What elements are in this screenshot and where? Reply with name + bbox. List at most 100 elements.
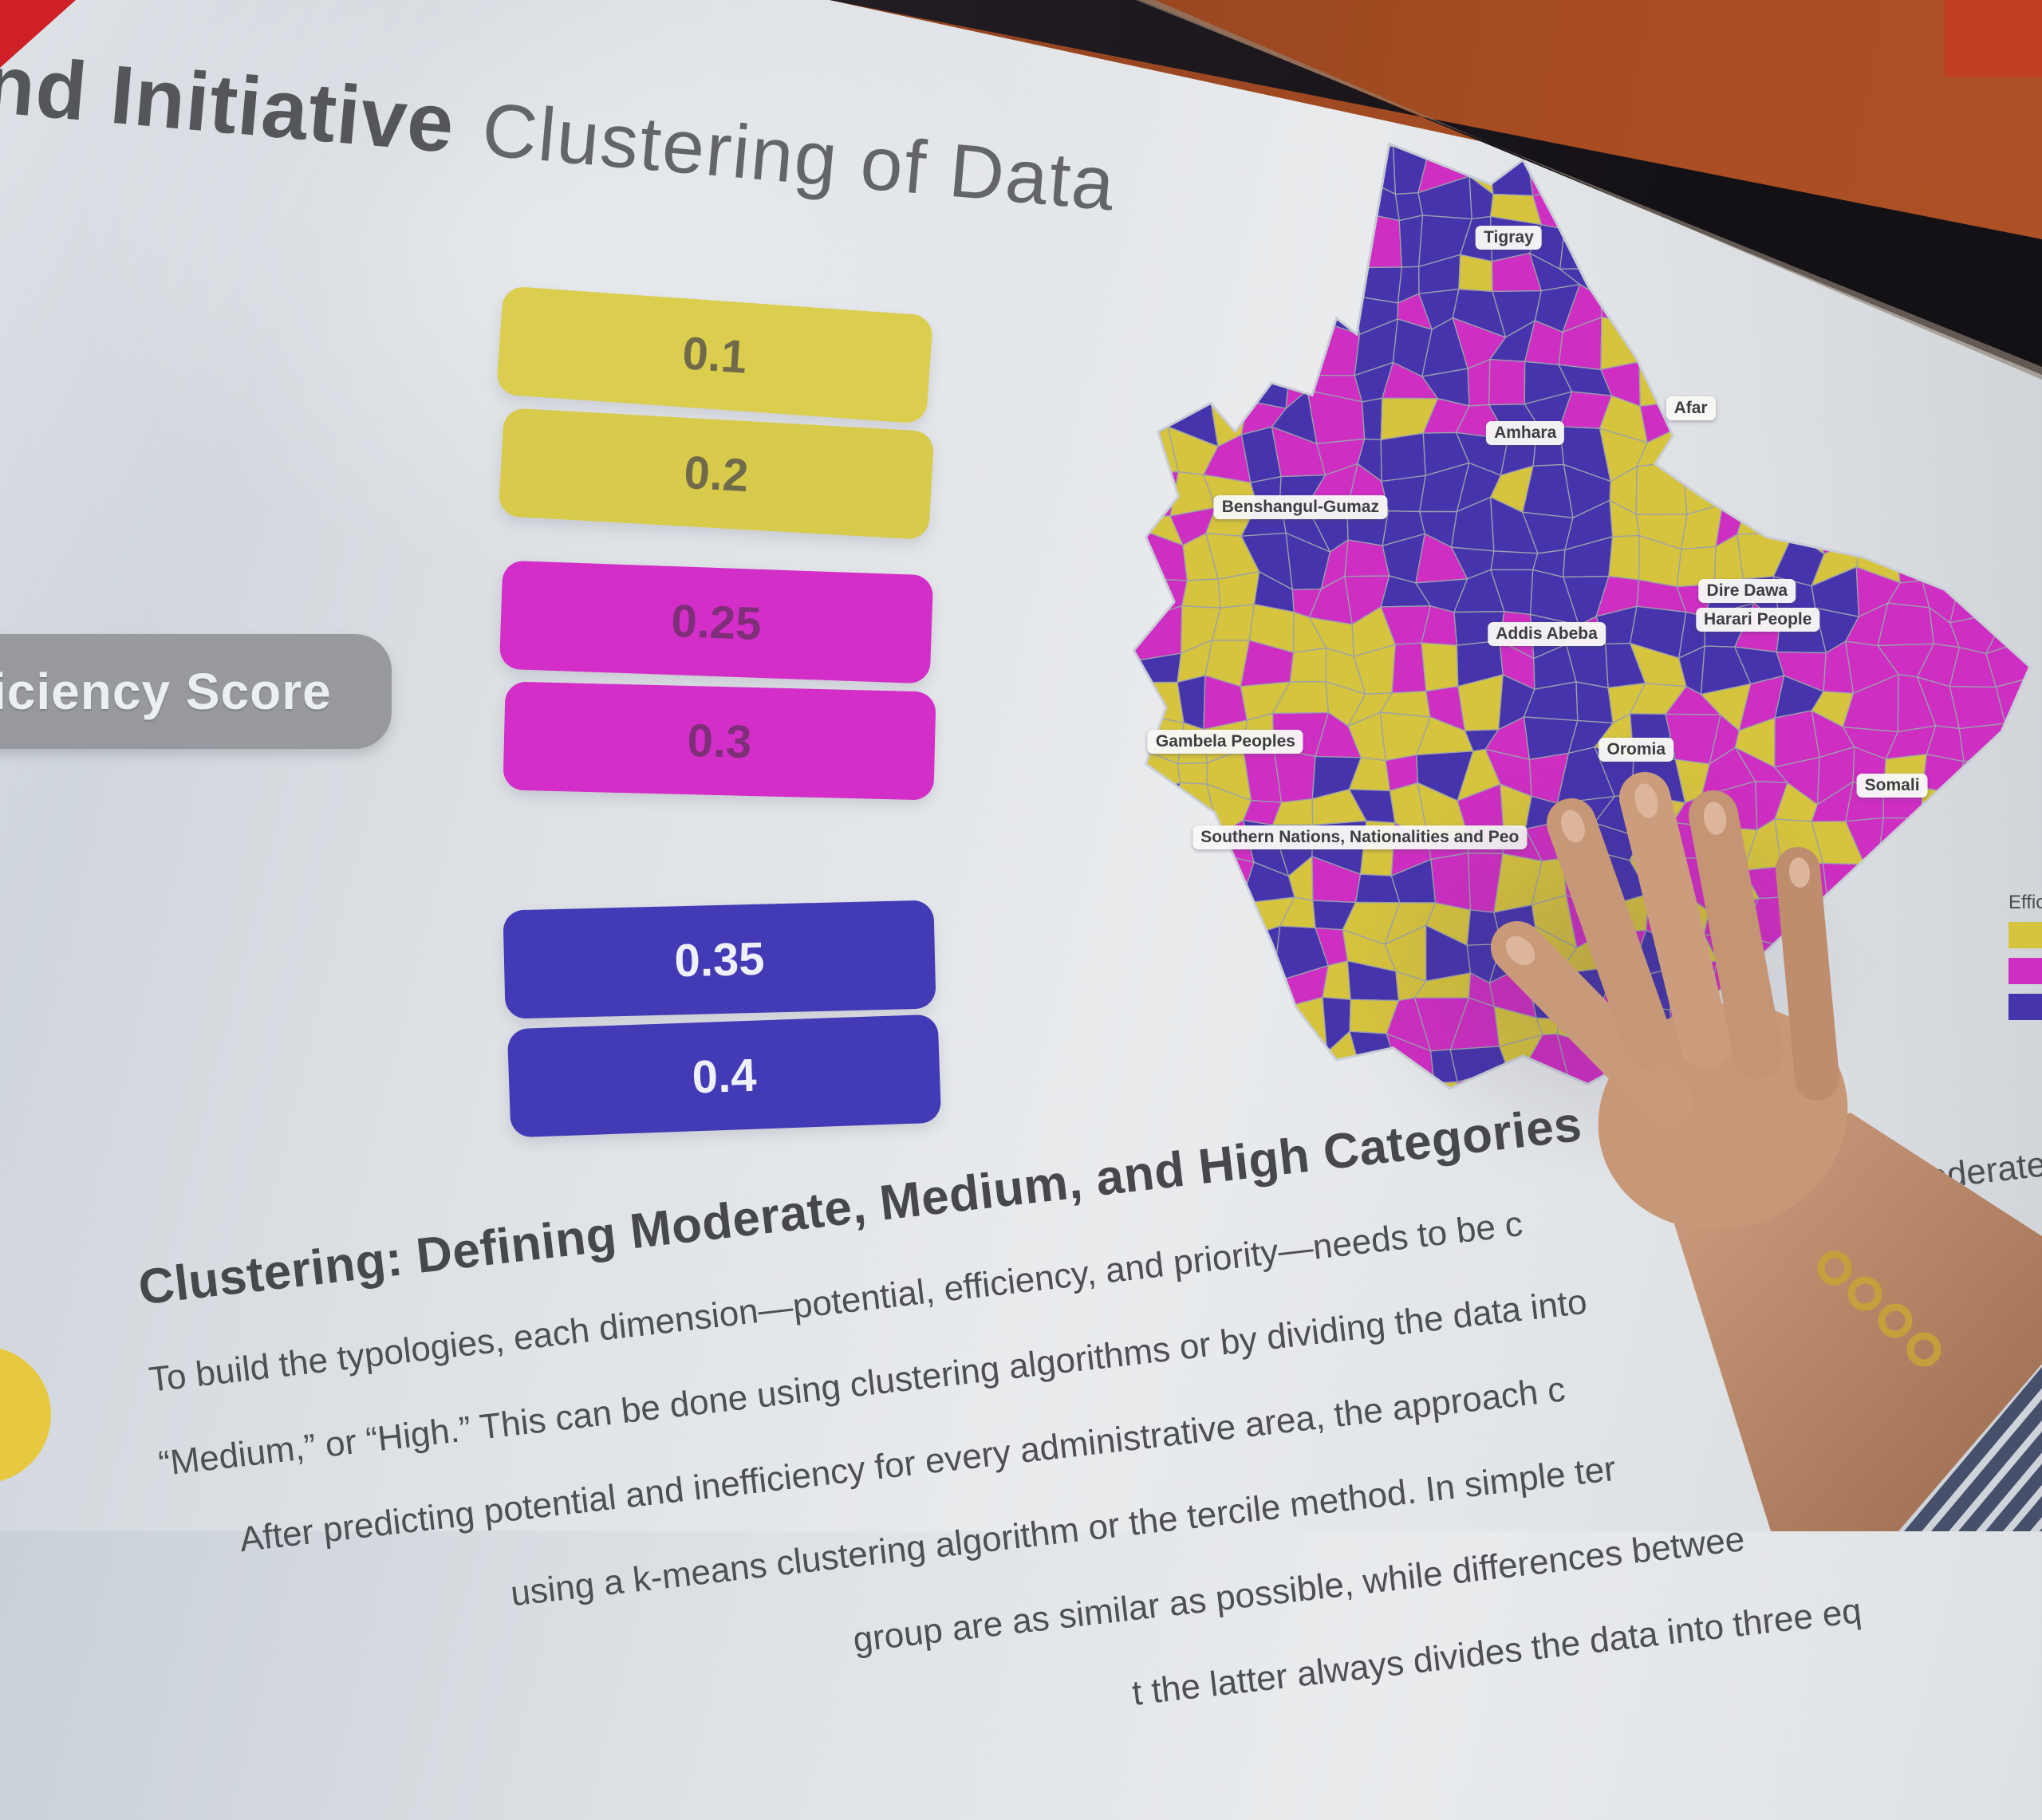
map-cell	[1666, 317, 1724, 370]
map-cell	[1391, 642, 1427, 694]
map-cell	[1806, 495, 1864, 555]
legend-bar-0.35: 0.35	[503, 900, 936, 1019]
map-cell	[1171, 299, 1218, 341]
map-cell	[1608, 534, 1640, 581]
map-cell	[1280, 1042, 1328, 1089]
map-cell	[1736, 325, 1780, 378]
map-label-benshangul-gumaz: Benshangul-Gumaz	[1213, 494, 1387, 519]
map-cell	[1736, 302, 1790, 338]
map-cell	[1676, 357, 1724, 402]
map-cell	[1630, 258, 1677, 301]
map-cell	[1248, 1042, 1288, 1089]
map-cell	[1846, 358, 1886, 397]
map-cell	[1171, 257, 1218, 303]
map-cell	[1212, 144, 1239, 163]
map-cell	[1069, 758, 1113, 801]
map-cell	[2024, 425, 2030, 469]
map-cell	[1630, 220, 1676, 268]
map-cell	[1963, 403, 2007, 443]
map-cell	[1960, 428, 2007, 484]
map-cell	[1881, 324, 1934, 376]
map-cell	[2031, 531, 2042, 591]
map-cell	[1133, 472, 1150, 518]
map-cell	[1279, 144, 1325, 189]
map-cell	[1133, 857, 1169, 909]
striped-sleeve	[1898, 1364, 2042, 1531]
map-cell	[1135, 906, 1173, 930]
map-cell	[1133, 363, 1139, 412]
map-label-southern-nations-nationalities-and-peo: Southern Nations, Nationalities and Peo	[1192, 825, 1528, 849]
map-label-amhara: Amhara	[1486, 420, 1565, 445]
thumb	[1491, 921, 1693, 1127]
map-cell	[1133, 516, 1148, 541]
map-cell	[1172, 212, 1217, 269]
map-cell	[1074, 608, 1111, 661]
mini-legend-title: Effici	[2008, 892, 2042, 913]
map-cell	[1165, 144, 1215, 191]
map-cell	[1209, 220, 1248, 270]
map-cell	[1133, 906, 1150, 943]
map-cell	[1133, 404, 1151, 449]
map-cell	[1133, 577, 1152, 622]
map-cell	[1997, 403, 2030, 443]
map-cell	[1242, 974, 1279, 1019]
map-cell	[1074, 655, 1114, 688]
map-cell	[1236, 925, 1281, 983]
country-outline	[1132, 142, 2032, 1090]
map-cell	[1109, 817, 1131, 876]
middle-nail	[1634, 783, 1658, 818]
map-cell	[1736, 498, 1796, 535]
map-cell	[1202, 1031, 1254, 1089]
map-cell	[1361, 397, 1383, 441]
map-cell	[1069, 357, 1114, 405]
map-cell	[1069, 723, 1113, 761]
map-cell	[1069, 894, 1116, 943]
legend-bar-0.3: 0.3	[503, 681, 936, 801]
efficiency-score-pill: iciency Score	[0, 634, 392, 749]
map-cell	[1235, 215, 1284, 262]
map-cell	[1069, 675, 1114, 733]
ethiopia-map-svg	[1069, 142, 2042, 1090]
map-cell	[1173, 1084, 1221, 1089]
slide-title-bold: nd Initiative	[0, 37, 459, 171]
map-cell	[1247, 1076, 1283, 1089]
map-label-tigray: Tigray	[1476, 225, 1542, 250]
legend-bar-0.2: 0.2	[498, 408, 935, 540]
map-cell	[1069, 467, 1097, 518]
map-cell	[1246, 353, 1292, 409]
map-cell	[1895, 532, 1937, 584]
yellow-corner-accent	[0, 1346, 51, 1483]
map-label-addis-abeba: Addis Abeba	[1488, 622, 1606, 647]
map-cell	[1961, 530, 1989, 587]
map-cell	[1208, 1076, 1249, 1089]
map-label-gambela-peoples: Gambela Peoples	[1147, 729, 1303, 754]
map-cell	[1599, 258, 1633, 297]
map-cell	[1279, 144, 1320, 162]
map-cell	[1133, 861, 1137, 911]
map-cell	[2028, 677, 2030, 724]
map-cell	[1133, 152, 1171, 191]
map-cell	[1823, 434, 1860, 472]
map-cell	[1949, 568, 2008, 624]
map-cell	[1069, 998, 1114, 1045]
map-cell	[1069, 435, 1114, 475]
map-cell	[1171, 924, 1215, 975]
map-cell	[1244, 318, 1292, 360]
map-cell	[1769, 282, 1817, 338]
map-cell	[1847, 317, 1886, 376]
slide-title: nd Initiative Clustering of Data	[0, 37, 1120, 230]
map-cell	[1133, 218, 1143, 266]
map-cell	[1133, 995, 1183, 1038]
mini-legend-swatch-1	[2008, 958, 2042, 984]
map-cell	[1916, 362, 1973, 406]
map-label-oromia: Oromia	[1599, 737, 1674, 762]
map-cell	[1169, 187, 1217, 235]
map-cell	[1272, 293, 1326, 324]
map-cell	[1850, 494, 1898, 553]
map-cell	[1421, 642, 1459, 692]
ethiopia-choropleth-map: Tigray Afar Amhara Benshangul-Gumaz Dire Daw…	[1069, 108, 2042, 1137]
map-cell	[1953, 510, 1989, 555]
map-cell	[1985, 505, 2030, 549]
map-cell	[1994, 425, 2030, 475]
map-cell	[1850, 465, 1893, 514]
